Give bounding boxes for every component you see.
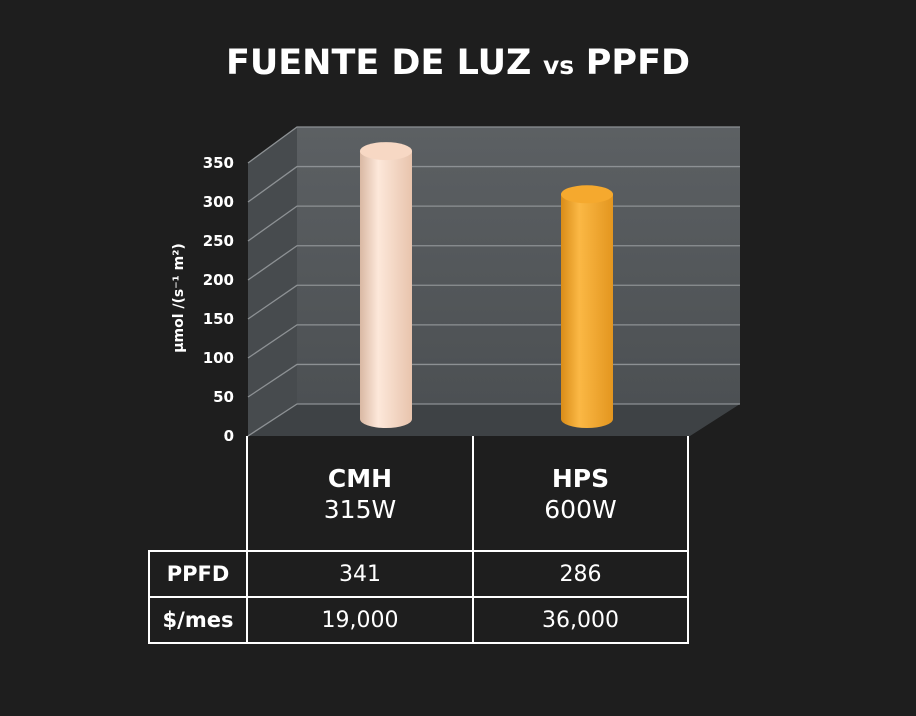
table-line-mid — [472, 436, 474, 644]
bar-top — [360, 142, 412, 161]
table-line-left — [246, 436, 248, 644]
y-tick-label: 100 — [203, 349, 234, 367]
table-line-bottom — [148, 642, 689, 644]
y-tick-label: 350 — [203, 154, 234, 172]
y-tick-label: 0 — [224, 427, 234, 445]
y-tick-label: 200 — [203, 271, 234, 289]
chart-side-wall — [248, 127, 297, 436]
table-line-row-divider — [148, 596, 689, 598]
table-header-hps: HPS 600W — [474, 438, 687, 550]
table-row-label-ppfd: PPFD — [166, 562, 230, 586]
bar-cmh — [360, 142, 412, 429]
category-label: CMH — [327, 463, 393, 493]
bar-body — [561, 194, 613, 428]
category-sublabel: 600W — [544, 495, 617, 524]
bar-body — [360, 151, 412, 429]
bar-top — [561, 185, 613, 204]
category-sublabel: 315W — [323, 495, 397, 524]
table-cell-cost-cmh: 19,000 — [321, 607, 399, 633]
y-axis-label: µmol /(s⁻¹ m²) — [171, 243, 187, 353]
chart-title-main: FUENTE DE LUZ — [226, 43, 532, 83]
y-axis-ticks: 0 50 100 150 200 250 300 350 — [203, 154, 234, 445]
y-tick-label: 300 — [203, 193, 234, 211]
table-cell-cost-hps: 36,000 — [542, 607, 619, 633]
y-tick-label: 250 — [203, 232, 234, 250]
chart-title-vs: vs — [543, 51, 574, 80]
bar-hps — [561, 185, 613, 428]
table-line-right — [687, 436, 689, 644]
table-header-cmh: CMH 315W — [248, 438, 472, 550]
category-label: HPS — [551, 463, 610, 493]
table-cell-ppfd-cmh: 341 — [339, 561, 381, 587]
chart-back-wall — [248, 127, 740, 436]
table-row-label-cost: $/mes — [162, 608, 234, 632]
chart-title-end: PPFD — [586, 43, 690, 83]
y-tick-label: 150 — [203, 310, 234, 328]
chart-floor — [248, 404, 740, 436]
gridline-300 — [247, 165, 740, 203]
chart-bars — [360, 142, 613, 429]
gridline-350 — [247, 126, 740, 164]
table-cell-ppfd-hps: 286 — [559, 561, 602, 587]
table-line-header-bottom — [148, 550, 689, 552]
y-tick-label: 50 — [213, 388, 234, 406]
chart-title: FUENTE DE LUZ vs PPFD — [226, 43, 690, 83]
